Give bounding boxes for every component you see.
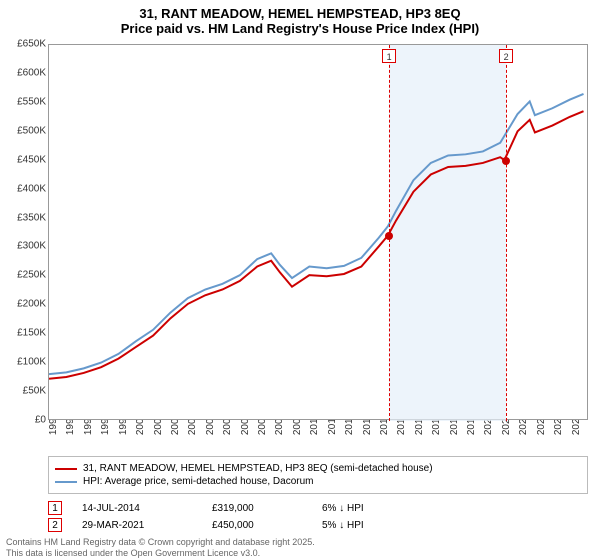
marker-label: 2 bbox=[499, 49, 513, 63]
ytick-label: £250K bbox=[0, 270, 46, 281]
title-block: 31, RANT MEADOW, HEMEL HEMPSTEAD, HP3 8E… bbox=[0, 0, 600, 36]
marker-line bbox=[506, 45, 507, 421]
ytick-label: £100K bbox=[0, 357, 46, 368]
ytick-label: £400K bbox=[0, 183, 46, 194]
sales-delta: 6% ↓ HPI bbox=[322, 503, 402, 514]
sales-row: 2 29-MAR-2021 £450,000 5% ↓ HPI bbox=[48, 518, 402, 532]
ytick-label: £450K bbox=[0, 154, 46, 165]
legend-swatch bbox=[55, 481, 77, 483]
sales-table: 1 14-JUL-2014 £319,000 6% ↓ HPI 2 29-MAR… bbox=[48, 498, 402, 535]
sales-delta: 5% ↓ HPI bbox=[322, 520, 402, 531]
footnote-line: This data is licensed under the Open Gov… bbox=[6, 548, 315, 559]
series-hpi bbox=[49, 94, 584, 374]
ytick-label: £200K bbox=[0, 299, 46, 310]
legend-item: 31, RANT MEADOW, HEMEL HEMPSTEAD, HP3 8E… bbox=[55, 463, 581, 474]
sales-date: 29-MAR-2021 bbox=[82, 520, 212, 531]
ytick-label: £350K bbox=[0, 212, 46, 223]
legend-item: HPI: Average price, semi-detached house,… bbox=[55, 476, 581, 487]
marker-dot bbox=[502, 157, 510, 165]
legend-label: HPI: Average price, semi-detached house,… bbox=[83, 476, 314, 487]
sales-row: 1 14-JUL-2014 £319,000 6% ↓ HPI bbox=[48, 501, 402, 515]
sales-price: £450,000 bbox=[212, 520, 322, 531]
chart-container: 31, RANT MEADOW, HEMEL HEMPSTEAD, HP3 8E… bbox=[0, 0, 600, 560]
ytick-label: £300K bbox=[0, 241, 46, 252]
ytick-label: £0 bbox=[0, 415, 46, 426]
series-price_paid bbox=[49, 111, 584, 379]
footnote: Contains HM Land Registry data © Crown c… bbox=[6, 537, 315, 559]
ytick-label: £50K bbox=[0, 386, 46, 397]
sales-idx: 1 bbox=[48, 501, 62, 515]
sales-date: 14-JUL-2014 bbox=[82, 503, 212, 514]
marker-label: 1 bbox=[382, 49, 396, 63]
ytick-label: £550K bbox=[0, 96, 46, 107]
plot-area: 12 bbox=[48, 44, 588, 420]
ytick-label: £150K bbox=[0, 328, 46, 339]
legend-swatch bbox=[55, 468, 77, 470]
ytick-label: £650K bbox=[0, 39, 46, 50]
sales-idx: 2 bbox=[48, 518, 62, 532]
title-line-2: Price paid vs. HM Land Registry's House … bbox=[0, 21, 600, 36]
legend: 31, RANT MEADOW, HEMEL HEMPSTEAD, HP3 8E… bbox=[48, 456, 588, 494]
ytick-label: £500K bbox=[0, 125, 46, 136]
footnote-line: Contains HM Land Registry data © Crown c… bbox=[6, 537, 315, 548]
legend-label: 31, RANT MEADOW, HEMEL HEMPSTEAD, HP3 8E… bbox=[83, 463, 433, 474]
title-line-1: 31, RANT MEADOW, HEMEL HEMPSTEAD, HP3 8E… bbox=[0, 6, 600, 21]
ytick-label: £600K bbox=[0, 67, 46, 78]
marker-dot bbox=[385, 232, 393, 240]
sales-price: £319,000 bbox=[212, 503, 322, 514]
